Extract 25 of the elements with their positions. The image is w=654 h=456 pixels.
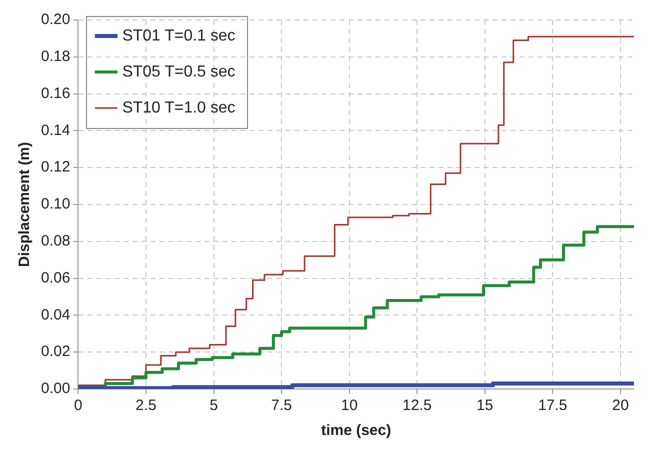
x-tick-label: 5	[210, 397, 218, 414]
y-tick-label: 0.06	[40, 269, 70, 286]
x-axis-title: time (sec)	[321, 422, 392, 440]
y-tick-label: 0.16	[40, 84, 70, 102]
legend-label: ST10 T=1.0 sec	[122, 99, 236, 116]
y-tick-label: 0.00	[40, 380, 70, 398]
x-tick-label: 12.5	[402, 397, 432, 414]
y-tick-label: 0.18	[40, 48, 70, 66]
y-tick-label: 0.10	[40, 196, 70, 213]
y-tick-label: 0.14	[40, 122, 70, 139]
y-tick-label: 0.20	[40, 11, 70, 28]
x-tick-label: 15	[476, 397, 494, 414]
y-tick-label: 0.02	[40, 343, 70, 360]
x-tick-label: 10	[340, 397, 358, 414]
legend-label: ST05 T=0.5 sec	[122, 63, 236, 80]
x-tick-label: 20	[612, 397, 629, 414]
legend-label: ST01 T=0.1 sec	[122, 27, 236, 44]
x-tick-label: 2.5	[136, 397, 156, 414]
y-tick-label: 0.08	[40, 232, 70, 250]
y-axis-title: Displacement (m)	[16, 142, 34, 268]
x-tick-label: 7.5	[271, 397, 292, 414]
y-tick-label: 0.04	[40, 306, 70, 324]
x-tick-label: 0	[74, 397, 82, 414]
y-tick-label: 0.12	[40, 158, 70, 176]
x-tick-label: 17.5	[538, 397, 568, 414]
